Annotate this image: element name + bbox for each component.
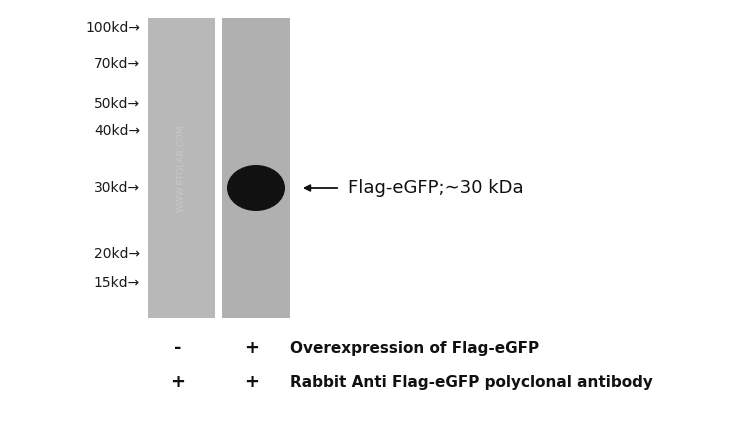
Text: 70kd→: 70kd→ — [94, 57, 140, 71]
Text: 100kd→: 100kd→ — [85, 21, 140, 35]
Text: Overexpression of Flag-eGFP: Overexpression of Flag-eGFP — [290, 341, 539, 355]
Text: +: + — [244, 339, 259, 357]
Text: +: + — [244, 373, 259, 391]
Bar — [222, 18, 290, 318]
Text: Rabbit Anti Flag-eGFP polyclonal antibody: Rabbit Anti Flag-eGFP polyclonal antibod… — [290, 375, 653, 389]
Text: Flag-eGFP;∼30 kDa: Flag-eGFP;∼30 kDa — [348, 179, 524, 197]
Text: -: - — [174, 339, 181, 357]
Bar — [148, 18, 215, 318]
Text: 50kd→: 50kd→ — [94, 97, 140, 111]
Ellipse shape — [227, 165, 285, 211]
Text: 15kd→: 15kd→ — [94, 276, 140, 290]
Text: 40kd→: 40kd→ — [94, 124, 140, 138]
Text: 30kd→: 30kd→ — [94, 181, 140, 195]
Text: 20kd→: 20kd→ — [94, 247, 140, 261]
Text: +: + — [171, 373, 185, 391]
Text: WWW.PTGLAB.COM: WWW.PTGLAB.COM — [177, 124, 186, 212]
